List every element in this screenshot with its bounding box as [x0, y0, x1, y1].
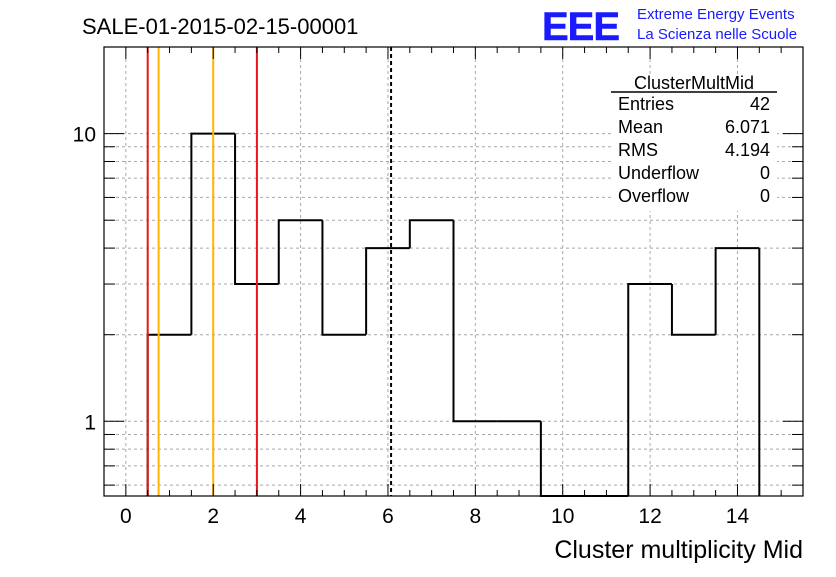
stats-box-background [611, 75, 777, 211]
stats-value-underflow: 0 [760, 163, 770, 183]
histogram-bin [627, 283, 672, 496]
histogram-bin [452, 220, 498, 423]
stats-label-mean: Mean [618, 117, 663, 137]
run-title: SALE-01-2015-02-15-00001 [82, 14, 358, 39]
x-axis-title: Cluster multiplicity Mid [554, 536, 803, 564]
x-tick-label: 10 [551, 505, 574, 528]
stats-value-rms: 4.194 [725, 140, 770, 160]
stats-label-entries: Entries [618, 94, 674, 114]
histogram-bin [408, 219, 454, 249]
eee-logo: EEE Extreme Energy Events La Scienza nel… [542, 5, 797, 50]
axes: 0 2 4 6 8 10 12 14 1 10 [73, 46, 804, 528]
logo-mark: EEE [542, 5, 619, 49]
stats-label-overflow: Overflow [618, 186, 690, 206]
histogram-bin [234, 133, 279, 286]
plot-frame [103, 46, 804, 497]
histogram-bin [714, 247, 760, 335]
histogram-bin [277, 219, 323, 285]
stats-value-mean: 6.071 [725, 117, 770, 137]
stats-value-overflow: 0 [760, 186, 770, 206]
stats-box-title: ClusterMultMid [634, 73, 754, 93]
x-tick-label: 14 [726, 505, 750, 528]
x-tick-label: 6 [382, 505, 394, 528]
stats-value-entries: 42 [750, 94, 770, 114]
logo-line-1: Extreme Energy Events [637, 6, 795, 23]
x-tick-label: 8 [470, 505, 482, 528]
x-tick-label: 12 [638, 505, 661, 528]
histogram-bin [670, 284, 716, 336]
histogram-bin [365, 247, 410, 335]
y-tick-label: 1 [84, 411, 96, 434]
marker-lines [146, 47, 393, 496]
stats-label-rms: RMS [618, 140, 658, 160]
x-tick-label: 4 [295, 505, 307, 528]
x-tick-label: 2 [207, 505, 219, 528]
histogram-bin [190, 132, 236, 335]
histogram-bin [146, 333, 192, 496]
stats-box: ClusterMultMid Entries 42 Mean 6.071 RMS… [611, 73, 777, 211]
x-tick-label: 0 [120, 505, 132, 528]
logo-line-2: La Scienza nelle Scuole [637, 26, 797, 43]
y-tick-label: 10 [73, 124, 96, 147]
histogram-bin [321, 220, 367, 336]
stats-label-underflow: Underflow [618, 163, 700, 183]
